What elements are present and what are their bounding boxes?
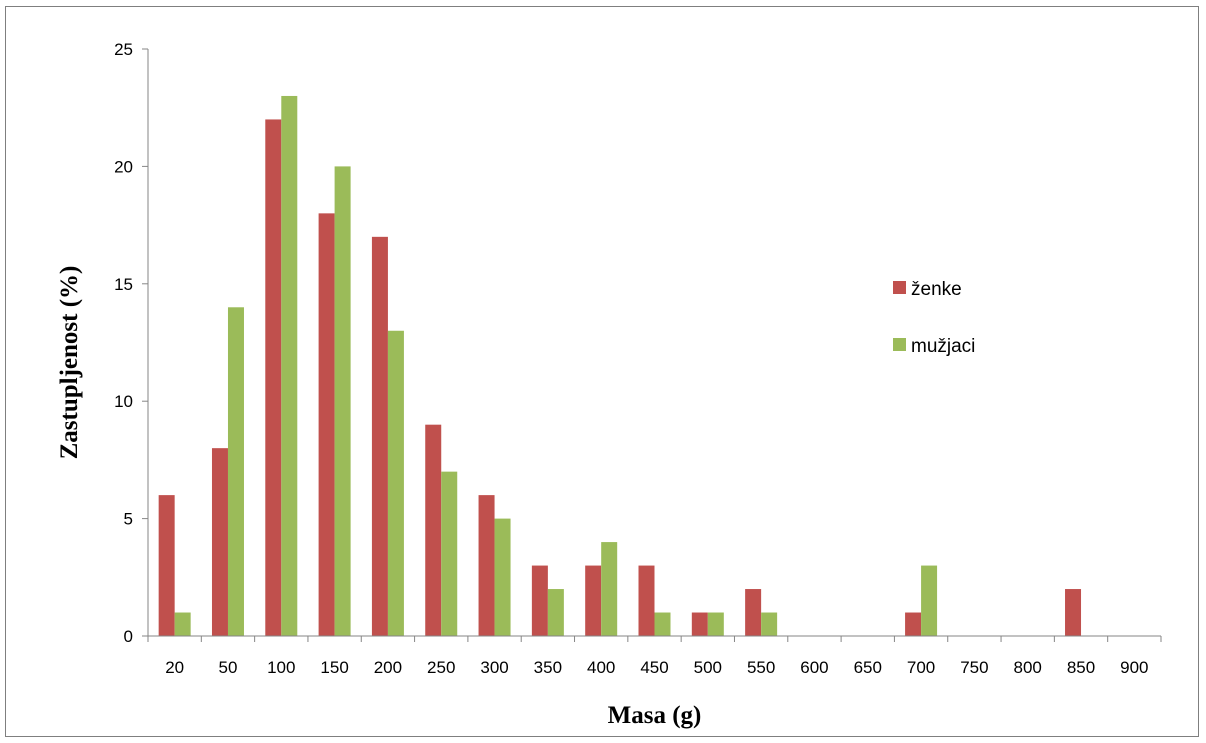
bar-zenke-300 [478, 495, 495, 636]
x-tick-label: 700 [907, 658, 935, 677]
bar-muzjaci-550 [761, 612, 778, 636]
bar-muzjaci-700 [921, 565, 938, 636]
x-tick-label: 800 [1014, 658, 1042, 677]
legend-swatch-zenke [893, 281, 906, 294]
x-tick-label: 550 [747, 658, 775, 677]
y-axis-ticks: 0 5 10 15 20 25 [114, 40, 148, 646]
bar-muzjaci-300 [494, 518, 511, 636]
bar-muzjaci-50 [227, 307, 244, 636]
y-tick-label: 0 [124, 627, 133, 646]
legend-swatch-muzjaci [893, 338, 906, 351]
bar-muzjaci-250 [441, 471, 458, 636]
legend-label-zenke: ženke [911, 279, 962, 300]
y-axis-title: Zastupljenost (%) [56, 266, 83, 460]
y-tick-label: 20 [114, 157, 133, 176]
bar-zenke-550 [745, 589, 762, 636]
bar-muzjaci-200 [387, 330, 404, 636]
bar-muzjaci-500 [707, 612, 724, 636]
y-tick-label: 5 [124, 510, 133, 529]
bar-zenke-850 [1065, 589, 1082, 636]
x-tick-label: 500 [694, 658, 722, 677]
x-tick-label: 300 [480, 658, 508, 677]
bar-zenke-50 [211, 448, 228, 636]
bar-muzjaci-350 [547, 589, 564, 636]
bar-muzjaci-450 [654, 612, 671, 636]
x-tick-label: 50 [219, 658, 238, 677]
x-tick-label: 650 [854, 658, 882, 677]
bar-zenke-350 [531, 565, 548, 636]
bar-zenke-500 [691, 612, 708, 636]
bar-zenke-450 [638, 565, 655, 636]
x-tick-label: 850 [1067, 658, 1095, 677]
x-tick-label: 350 [534, 658, 562, 677]
bars-layer [158, 95, 1082, 637]
bar-zenke-400 [585, 565, 602, 636]
bar-zenke-250 [425, 424, 442, 636]
legend-label-muzjaci: mužjaci [911, 336, 975, 357]
y-tick-label: 25 [114, 40, 133, 59]
bar-muzjaci-150 [334, 166, 351, 636]
x-axis-title: Masa (g) [608, 702, 702, 729]
bar-zenke-20 [158, 495, 175, 636]
x-tick-label: 20 [165, 658, 184, 677]
x-tick-label: 750 [960, 658, 988, 677]
bar-zenke-700 [905, 612, 922, 636]
y-tick-label: 15 [114, 275, 133, 294]
bar-muzjaci-20 [174, 612, 191, 636]
x-axis-ticks: 20 50 100 150 200 250 300 350 400 450 500 550 600 650… [147, 636, 1162, 677]
bar-zenke-150 [318, 213, 335, 637]
y-tick-label: 10 [114, 392, 133, 411]
bar-muzjaci-400 [601, 542, 618, 636]
bar-zenke-200 [371, 236, 388, 636]
x-tick-label: 150 [320, 658, 348, 677]
x-tick-label: 400 [587, 658, 615, 677]
bar-muzjaci-100 [281, 95, 298, 636]
legend: ženke mužjaci [893, 279, 975, 357]
x-tick-label: 600 [800, 658, 828, 677]
x-tick-label: 900 [1120, 658, 1148, 677]
x-tick-label: 100 [267, 658, 295, 677]
x-tick-label: 200 [374, 658, 402, 677]
x-tick-label: 250 [427, 658, 455, 677]
bar-zenke-100 [265, 119, 282, 636]
x-tick-label: 450 [640, 658, 668, 677]
